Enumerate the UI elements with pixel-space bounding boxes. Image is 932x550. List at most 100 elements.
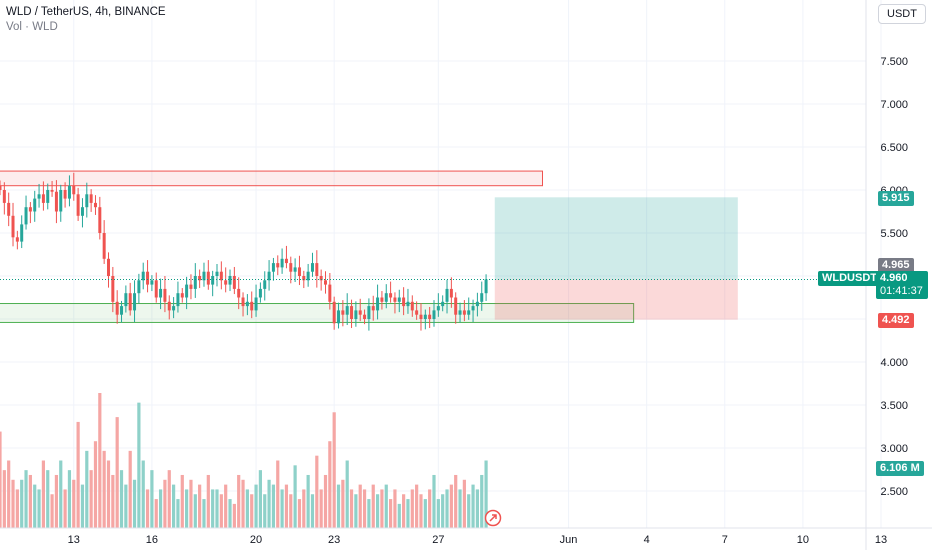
volume-bar: [289, 494, 293, 528]
last-price-tag: 4.960 01:41:37: [876, 271, 928, 299]
position-target-zone: [494, 197, 738, 280]
candle-body: [215, 271, 219, 276]
volume-bar: [389, 499, 393, 528]
candle-body: [250, 301, 254, 311]
volume-bar: [72, 479, 76, 528]
volume-bar: [393, 489, 397, 528]
candle-body: [28, 207, 32, 212]
chart-grid: [0, 0, 882, 528]
candle-body: [85, 194, 89, 208]
volume-bar: [132, 479, 137, 528]
candle-body: [332, 301, 336, 324]
candle-body: [384, 293, 388, 302]
time-tick-label: 4: [644, 534, 650, 546]
candle-body: [293, 267, 297, 272]
volume-bar: [215, 489, 219, 528]
candle-body: [154, 280, 158, 298]
candle-body: [159, 288, 163, 298]
volume-bar: [423, 499, 427, 528]
candle-body: [128, 293, 132, 311]
candle-body: [341, 310, 345, 315]
volume-bar: [24, 470, 28, 528]
volume-bar: [302, 489, 306, 528]
candle-body: [193, 276, 197, 289]
candle-body: [137, 280, 141, 294]
volume-bar: [224, 484, 228, 528]
volume-bar: [137, 402, 141, 528]
volume-bar: [250, 494, 254, 528]
candle-body: [454, 297, 458, 315]
candle-body: [367, 306, 371, 319]
volume-bar: [284, 484, 289, 528]
candle-body: [297, 267, 301, 276]
candle-body: [228, 276, 232, 285]
volume-bar: [315, 455, 319, 528]
price-axis: 7.5007.0006.5006.0005.5005.0004.5004.000…: [865, 0, 908, 550]
volume-bar: [419, 494, 423, 528]
currency-button[interactable]: USDT: [878, 4, 926, 24]
volume-bar: [349, 489, 354, 528]
volume-bar: [76, 421, 80, 528]
candle-body: [211, 276, 215, 285]
candle-body: [202, 271, 206, 281]
volume-bar: [237, 474, 241, 528]
volume-bar: [336, 484, 341, 528]
volume-bar: [198, 484, 202, 528]
volume-bar: [241, 479, 245, 528]
position-stop-zone: [494, 279, 738, 320]
candle-body: [224, 280, 228, 285]
replay-icon[interactable]: [484, 509, 502, 527]
candle-body: [397, 297, 401, 302]
time-tick-label: 23: [328, 534, 340, 546]
candle-body: [419, 314, 423, 319]
volume-bar: [202, 499, 206, 528]
candle-body: [436, 306, 440, 311]
symbol-title: WLD / TetherUS, 4h, BINANCE: [6, 6, 166, 18]
volume-bar: [98, 393, 102, 528]
volume-bar: [11, 479, 15, 528]
volume-bar: [37, 489, 41, 528]
volume-bar: [323, 474, 328, 528]
candle-body: [133, 293, 137, 311]
candle-body: [354, 310, 358, 319]
volume-bar: [371, 484, 375, 528]
volume-bar: [128, 450, 132, 528]
volume-bar: [271, 484, 276, 528]
price-tick-label: 7.000: [880, 99, 908, 111]
volume-bar: [7, 460, 11, 528]
candle-body: [475, 301, 479, 307]
volume-bar: [475, 489, 479, 528]
candle-body: [267, 271, 271, 281]
volume-bar: [176, 499, 180, 528]
candle-body: [371, 306, 375, 311]
volume-bar: [432, 474, 436, 528]
volume-bar: [28, 474, 32, 528]
volume-bars: [0, 393, 488, 528]
candle-body: [146, 271, 150, 285]
volume-bar: [341, 479, 345, 528]
candle-body: [310, 263, 314, 272]
symbol-tag[interactable]: WLDUSDT: [818, 271, 881, 286]
time-tick-label: 27: [432, 534, 444, 546]
candle-body: [328, 284, 332, 302]
candle-body: [445, 288, 449, 302]
volume-bar: [258, 470, 262, 528]
candle-body: [337, 310, 341, 324]
candle-body: [98, 207, 102, 233]
time-axis: 13 16 20 23 27 Jun 4 7 10 13: [0, 527, 932, 546]
volume-bar: [293, 465, 297, 528]
volume-value-tag: 6.106 M: [876, 461, 924, 476]
volume-bar: [332, 412, 336, 528]
volume-bar: [15, 489, 19, 528]
candle-body: [41, 194, 45, 203]
candle-body: [389, 293, 393, 298]
candlesticks: [0, 172, 488, 331]
volume-bar: [185, 489, 189, 528]
stop-price-tag: 4.492: [878, 313, 914, 328]
candle-body: [72, 185, 76, 195]
candle-body: [102, 233, 106, 259]
candle-body: [302, 276, 306, 281]
candle-body: [276, 263, 280, 268]
volume-bar: [111, 474, 115, 528]
